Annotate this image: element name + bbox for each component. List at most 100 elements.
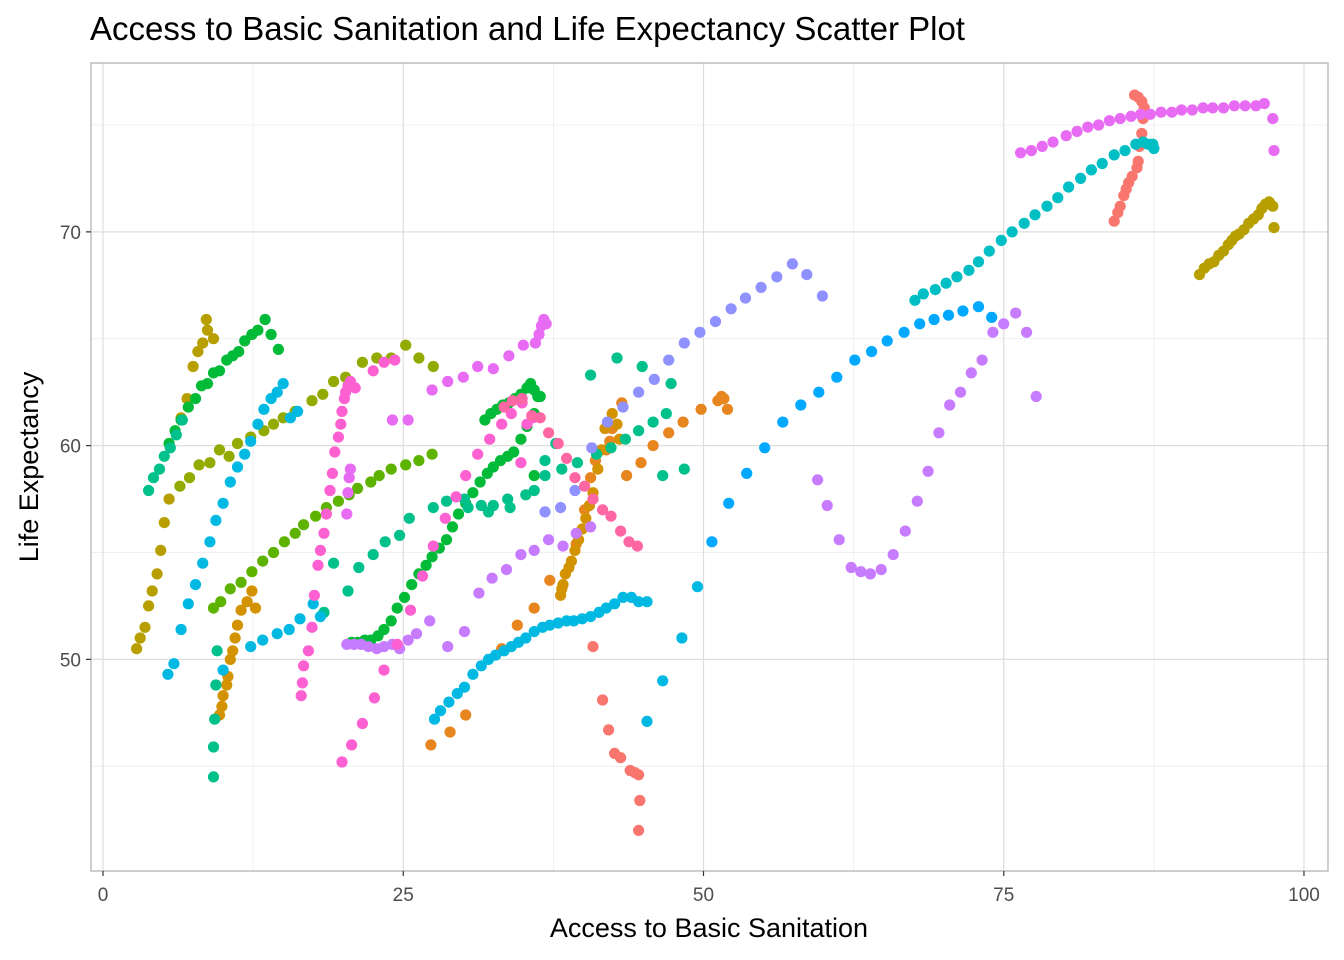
data-point xyxy=(587,493,599,505)
series-16 xyxy=(498,393,644,552)
data-point xyxy=(957,305,969,317)
data-point xyxy=(443,696,455,708)
data-point xyxy=(709,316,722,328)
data-point xyxy=(1136,127,1148,140)
data-point xyxy=(227,645,239,657)
data-point xyxy=(617,401,629,413)
data-point xyxy=(420,559,432,571)
data-point xyxy=(344,463,356,475)
data-point xyxy=(391,602,403,614)
data-point xyxy=(413,352,425,364)
data-point xyxy=(755,281,767,293)
data-point xyxy=(1197,102,1209,114)
data-point xyxy=(694,326,706,338)
data-point xyxy=(569,544,581,557)
y-tick-label: 50 xyxy=(60,650,81,671)
data-point xyxy=(356,356,368,368)
data-point xyxy=(1060,130,1072,142)
data-point xyxy=(224,583,236,595)
data-point xyxy=(1166,106,1178,118)
data-point xyxy=(633,425,645,437)
data-point xyxy=(332,495,344,507)
data-point xyxy=(571,457,584,469)
data-point xyxy=(378,664,390,676)
data-point xyxy=(586,442,598,454)
data-point xyxy=(245,435,257,447)
data-point xyxy=(528,484,540,497)
data-point xyxy=(314,544,326,557)
data-point xyxy=(271,386,283,398)
data-point xyxy=(440,534,453,546)
series-0 xyxy=(587,641,646,837)
data-point xyxy=(597,694,609,706)
data-point xyxy=(458,626,471,638)
data-point xyxy=(603,724,615,736)
data-point xyxy=(458,681,471,693)
data-point xyxy=(474,476,486,488)
series-1 xyxy=(1108,89,1150,227)
data-point xyxy=(426,384,438,396)
data-point xyxy=(585,611,597,623)
data-point xyxy=(505,408,517,420)
data-point xyxy=(467,668,479,680)
data-point xyxy=(215,596,227,608)
data-point xyxy=(365,476,377,488)
data-point xyxy=(845,561,857,574)
data-point xyxy=(533,328,545,341)
data-point xyxy=(660,408,672,420)
data-point xyxy=(544,574,556,586)
data-point xyxy=(400,459,412,471)
data-point xyxy=(759,442,771,454)
data-point xyxy=(1036,140,1048,152)
data-point xyxy=(239,335,251,347)
data-point xyxy=(972,256,985,268)
data-point xyxy=(342,585,354,597)
data-point xyxy=(665,378,677,390)
data-point xyxy=(601,416,614,428)
data-point xyxy=(329,446,341,458)
data-point xyxy=(400,339,412,351)
data-point xyxy=(317,388,329,400)
data-point xyxy=(277,378,289,390)
data-point xyxy=(597,504,609,516)
data-point xyxy=(472,448,484,460)
data-point xyxy=(556,463,568,475)
data-point xyxy=(147,472,160,484)
data-point xyxy=(146,585,158,597)
data-point xyxy=(568,615,580,627)
data-point xyxy=(504,502,516,514)
data-point xyxy=(402,634,414,646)
data-point xyxy=(813,386,825,398)
data-point xyxy=(158,517,170,529)
data-point xyxy=(511,619,523,631)
data-point xyxy=(609,598,621,610)
data-point xyxy=(954,386,967,398)
data-point xyxy=(909,294,921,306)
data-point xyxy=(425,739,437,751)
data-point xyxy=(623,536,635,548)
data-point xyxy=(283,623,295,636)
data-point xyxy=(1175,104,1188,116)
data-point xyxy=(998,318,1010,330)
data-point xyxy=(1186,104,1198,116)
data-point xyxy=(217,497,229,509)
data-point xyxy=(812,474,824,486)
data-point xyxy=(506,395,519,407)
data-point xyxy=(633,386,645,398)
data-point xyxy=(307,598,319,610)
data-point xyxy=(723,497,735,509)
data-point xyxy=(341,508,353,520)
series-14 xyxy=(341,98,1280,520)
data-point xyxy=(795,399,807,411)
data-point xyxy=(634,794,646,807)
data-point xyxy=(292,405,304,417)
series-13 xyxy=(341,307,1042,655)
data-point xyxy=(298,519,310,531)
data-point xyxy=(223,450,235,462)
data-point xyxy=(426,551,438,563)
data-point xyxy=(398,591,411,604)
data-point xyxy=(487,363,499,375)
data-point xyxy=(1207,102,1219,114)
data-point xyxy=(207,741,220,753)
